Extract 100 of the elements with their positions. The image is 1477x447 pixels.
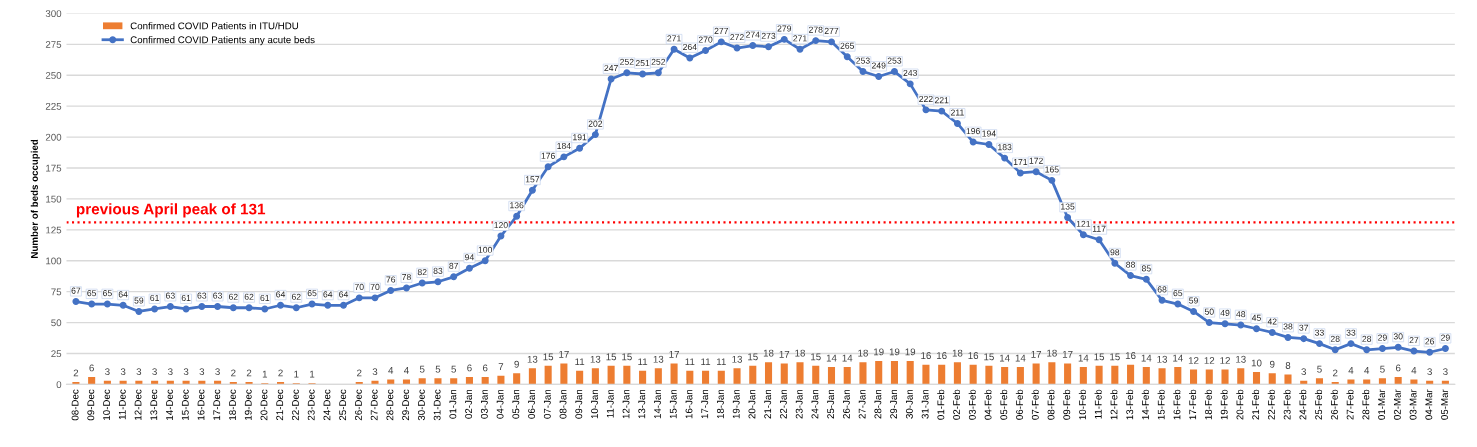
data-label: 184 xyxy=(557,142,571,149)
x-tick-label: 23-Feb xyxy=(1283,389,1291,420)
data-label: 2 xyxy=(1333,369,1338,377)
y-tick-label: 0 xyxy=(56,381,62,389)
x-tick-label: 09-Dec xyxy=(87,389,95,421)
data-label: 14 xyxy=(842,354,853,362)
data-label: 11 xyxy=(575,358,585,366)
data-label: 16 xyxy=(937,352,947,359)
data-label: 8 xyxy=(1285,362,1291,369)
data-label: 171 xyxy=(1013,159,1028,165)
data-label: 67 xyxy=(71,287,81,294)
y-tick-label: 275 xyxy=(45,41,62,48)
data-label: 17 xyxy=(779,350,790,358)
x-tick-label: 09-Jan xyxy=(575,389,583,419)
x-tick-label: 20-Jan xyxy=(748,389,756,419)
x-tick-label: 24-Dec xyxy=(323,389,331,421)
data-label: 14 xyxy=(1141,354,1152,362)
x-tick-label: 15-Dec xyxy=(181,389,189,420)
data-label: 3 xyxy=(120,368,126,376)
data-label: 165 xyxy=(1045,166,1059,173)
x-tick-label: 12-Feb xyxy=(1110,389,1118,420)
data-label: 273 xyxy=(761,32,776,39)
x-tick-label: 19-Jan xyxy=(732,389,740,419)
data-label: 70 xyxy=(354,283,364,290)
x-tick-label: 31-Jan xyxy=(921,389,929,419)
data-label: 4 xyxy=(1411,367,1417,374)
x-tick-label: 07-Feb xyxy=(1031,389,1039,420)
data-label: 15 xyxy=(1094,353,1105,361)
x-tick-label: 17-Jan xyxy=(701,389,709,419)
data-label: 5 xyxy=(1380,365,1385,373)
data-label: 18 xyxy=(763,349,774,357)
data-label: 16 xyxy=(921,352,931,359)
x-tick-label: 04-Feb xyxy=(984,389,992,420)
data-label: 64 xyxy=(339,291,349,298)
data-label: 65 xyxy=(1173,290,1183,297)
x-tick-label: 26-Jan xyxy=(842,389,850,419)
x-tick-label: 05-Jan xyxy=(512,389,520,419)
data-label: 249 xyxy=(871,62,886,69)
data-label: 7 xyxy=(498,363,504,371)
data-label: 271 xyxy=(793,35,807,42)
data-label: 10 xyxy=(1251,359,1262,367)
data-label: 4 xyxy=(1348,367,1354,374)
data-label: 33 xyxy=(1346,329,1356,336)
x-tick-label: 13-Dec xyxy=(150,389,158,420)
data-label: 28 xyxy=(1330,335,1340,342)
data-label: 12 xyxy=(1220,357,1230,364)
x-tick-label: 28-Jan xyxy=(874,389,882,419)
data-label: 98 xyxy=(1110,249,1120,256)
y-tick-label: 225 xyxy=(45,102,62,110)
data-label: 65 xyxy=(87,290,97,297)
data-label: 17 xyxy=(559,350,569,358)
data-label: 274 xyxy=(746,31,760,38)
data-label: 1 xyxy=(310,370,315,378)
data-label: 3 xyxy=(152,368,157,376)
data-label: 64 xyxy=(276,291,286,298)
x-tick-label: 19-Dec xyxy=(244,389,252,420)
x-tick-label: 04-Jan xyxy=(496,389,504,419)
data-label: 202 xyxy=(588,120,603,127)
x-tick-label: 13-Jan xyxy=(638,389,646,419)
data-label: 65 xyxy=(307,290,317,297)
data-label: 9 xyxy=(514,360,519,368)
data-label: 83 xyxy=(433,267,443,274)
data-label: 14 xyxy=(1173,354,1183,362)
x-tick-label: 15-Jan xyxy=(669,389,677,419)
data-label: 64 xyxy=(118,291,128,298)
data-label: 63 xyxy=(213,292,222,299)
data-label: 6 xyxy=(89,364,94,372)
x-tick-label: 14-Jan xyxy=(654,389,661,419)
data-label: 211 xyxy=(950,109,964,116)
data-label: 4 xyxy=(388,367,394,374)
data-label: 18 xyxy=(1047,349,1057,357)
data-label: 29 xyxy=(1378,334,1387,341)
data-label: 253 xyxy=(887,57,902,64)
x-tick-label: 21-Feb xyxy=(1251,389,1260,420)
x-tick-label: 02-Mar xyxy=(1393,389,1401,420)
data-label: 48 xyxy=(1236,311,1246,318)
data-label: 5 xyxy=(1317,365,1322,373)
data-label: 70 xyxy=(370,283,380,290)
data-label: 265 xyxy=(840,42,855,49)
ref-line-label: previous April peak of 131 xyxy=(76,203,266,218)
data-label: 5 xyxy=(435,365,441,373)
y-tick-label: 150 xyxy=(46,195,62,203)
x-tick-label: 24-Jan xyxy=(811,389,819,419)
x-tick-label: 22-Feb xyxy=(1267,389,1275,420)
data-label: 3 xyxy=(1301,368,1307,376)
data-label: 13 xyxy=(1157,355,1168,363)
x-tick-label: 15-Feb xyxy=(1157,389,1165,420)
data-label: 191 xyxy=(573,134,587,141)
x-tick-label: 30-Jan xyxy=(905,389,913,419)
x-tick-label: 08-Dec xyxy=(71,389,79,421)
x-tick-label: 23-Dec xyxy=(307,389,315,421)
x-tick-label: 23-Jan xyxy=(795,389,803,419)
data-label: 6 xyxy=(467,364,472,372)
data-label: 16 xyxy=(1125,352,1136,359)
data-label: 42 xyxy=(1267,318,1277,325)
data-label: 14 xyxy=(1078,354,1089,362)
data-label: 9 xyxy=(1270,360,1275,368)
x-tick-label: 07-Jan xyxy=(543,389,551,419)
data-label: 2 xyxy=(73,369,79,377)
data-label: 15 xyxy=(606,353,617,361)
